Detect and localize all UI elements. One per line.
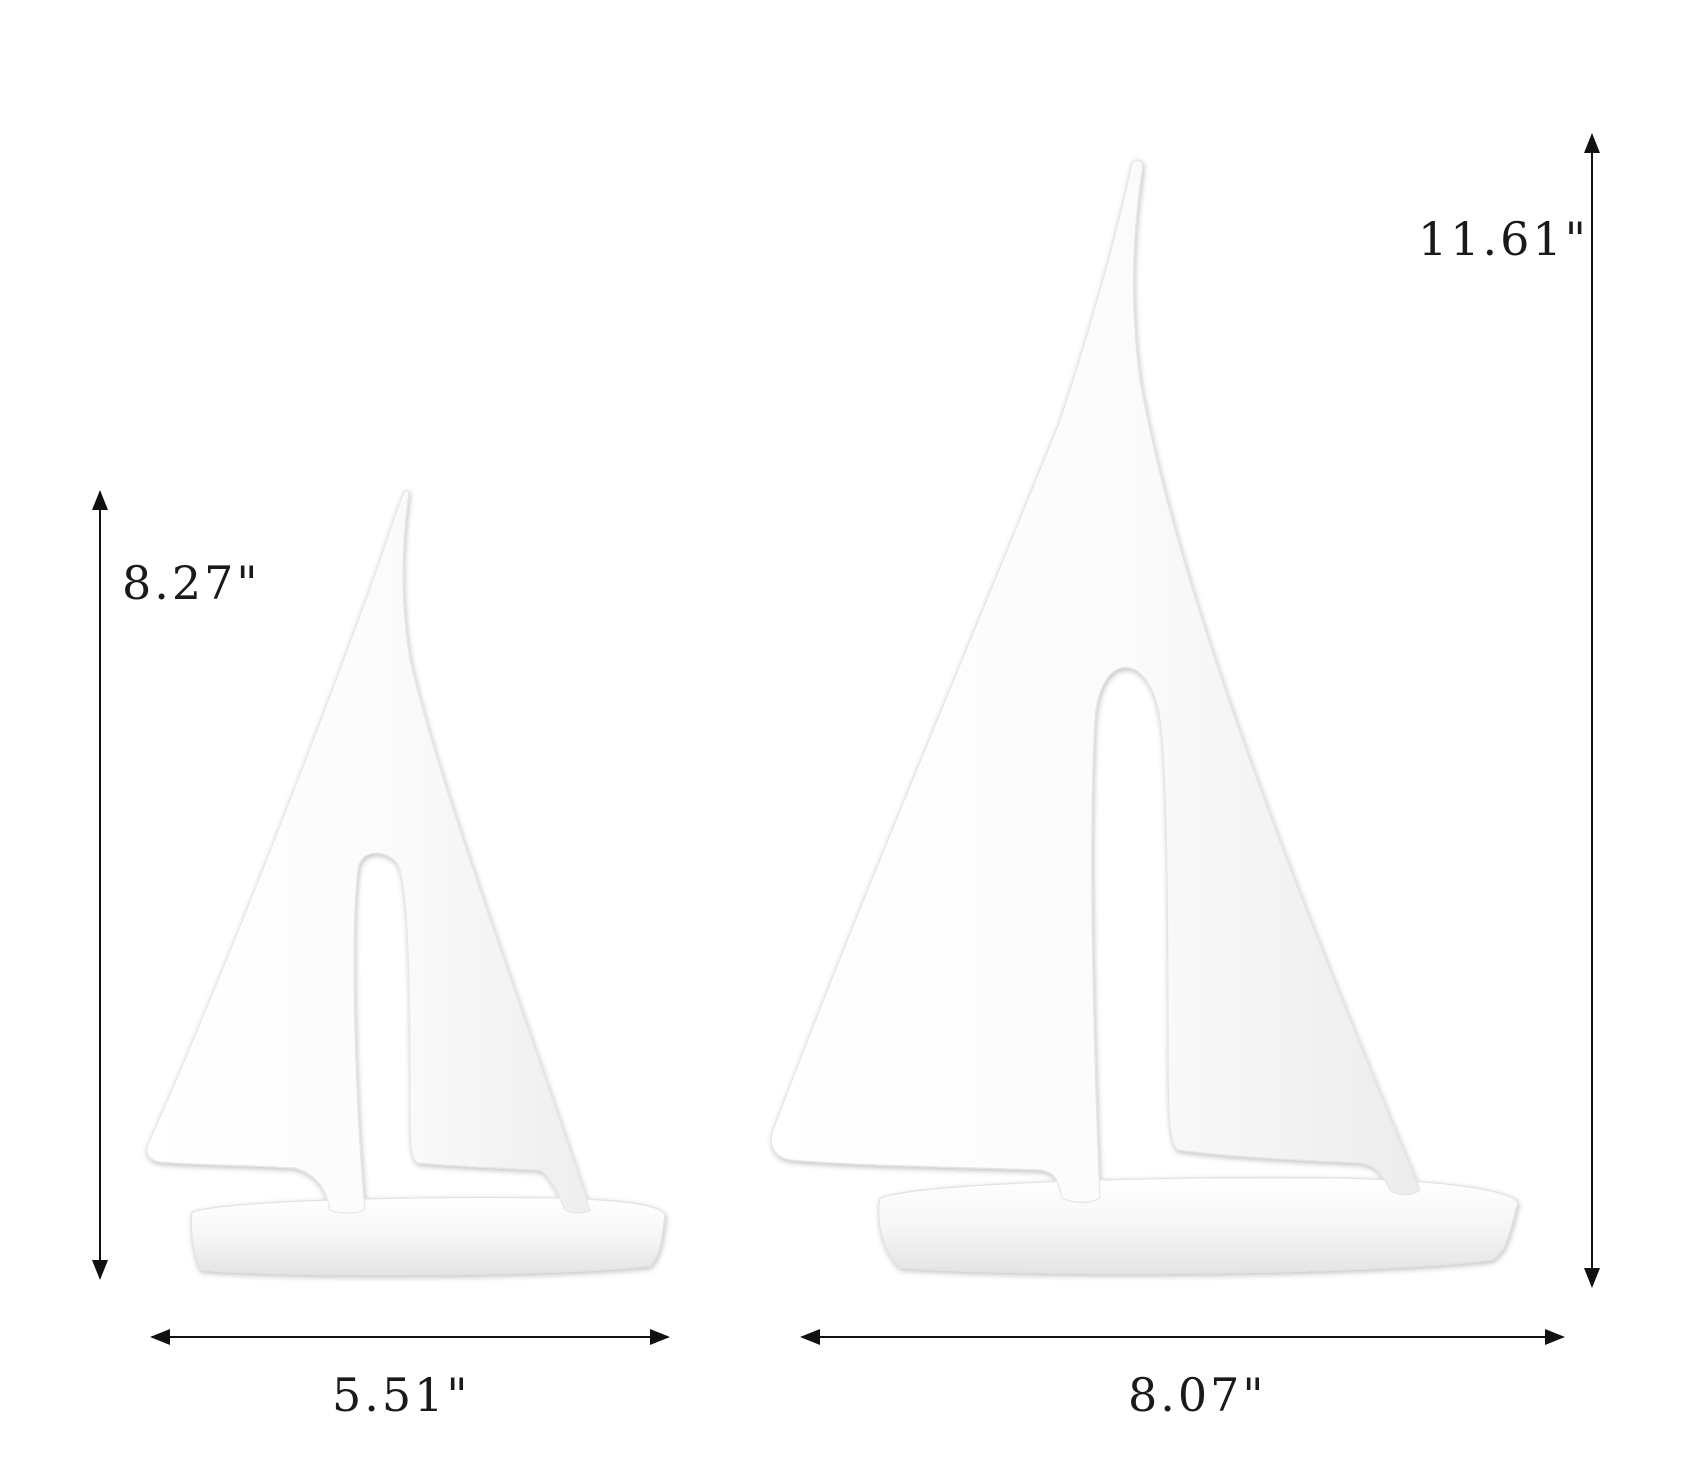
small-boat-sail xyxy=(146,489,591,1214)
small-boat-hull xyxy=(190,1196,666,1276)
large-width-label: 8.07" xyxy=(1128,1368,1267,1422)
large-boat-hull xyxy=(878,1177,1519,1275)
large-boat-sail xyxy=(770,159,1421,1204)
small-sailboat-figurine xyxy=(146,489,666,1276)
large-height-label: 11.61" xyxy=(1418,212,1589,266)
small-width-label: 5.51" xyxy=(332,1368,471,1422)
large-sailboat-figurine xyxy=(770,159,1519,1275)
small-height-label: 8.27" xyxy=(122,556,261,610)
